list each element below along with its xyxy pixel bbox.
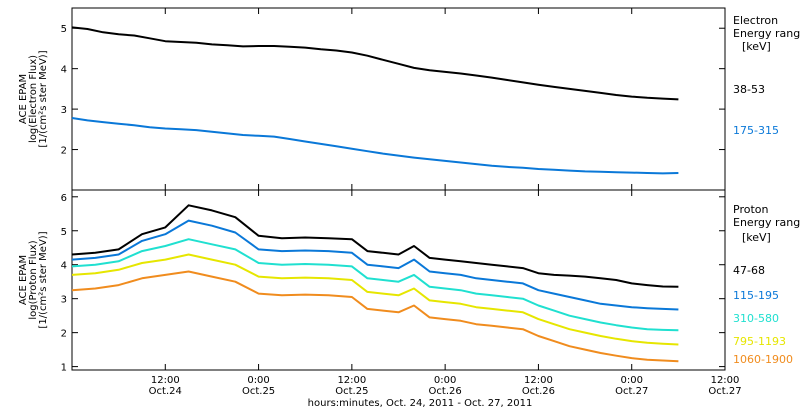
proton-series-line [71,270,679,363]
proton-legend-title: Proton [733,203,768,216]
xtick-label-date: Oct.25 [335,386,368,397]
xtick-label-time: 12:00 [337,375,366,386]
proton-ytick-label: 5 [61,227,67,238]
proton-series-line [71,238,679,332]
proton-ytick-label: 6 [61,193,67,204]
xtick-label-time: 12:00 [711,375,740,386]
electron-legend-title: Electron [733,14,778,27]
xtick-label-time: 12:00 [524,375,553,386]
proton-ytick-label: 4 [61,261,67,272]
proton-series-line [71,204,679,288]
electron-ytick-label: 4 [61,65,67,76]
xtick-label-date: Oct.24 [149,386,182,397]
proton-ylabel: ACE EPAM [18,255,29,305]
electron-ytick-label: 3 [61,105,67,116]
electron-legend-subtitle: Energy ranges [733,27,800,40]
proton-series-line [71,253,679,346]
proton-legend-units: [keV] [742,231,771,244]
xtick-label-time: 12:00 [151,375,180,386]
electron-ylabel: ACE EPAM [18,74,29,124]
proton-ytick-label: 2 [61,329,67,340]
xtick-label-date: Oct.27 [615,386,648,397]
electron-ylabel: [1/(cm²s ster MeV)] [38,50,49,147]
xtick-label-date: Oct.26 [522,386,555,397]
electron-series-line [71,26,679,101]
proton-legend-entry: 310-580 [733,312,779,325]
proton-ytick-label: 3 [61,295,67,306]
proton-ylabel: [1/(cm²s ster MeV)] [38,231,49,328]
xtick-label-date: Oct.26 [429,386,462,397]
x-axis-label: hours:minutes, Oct. 24, 2011 - Oct. 27, … [308,398,533,409]
xtick-label-time: 0:00 [620,375,642,386]
electron-legend-units: [keV] [742,40,771,53]
electron-ytick-label: 2 [61,146,67,157]
proton-ylabel: log(Proton Flux) [28,240,39,319]
xtick-label-time: 0:00 [247,375,269,386]
proton-legend-entry: 1060-1900 [733,353,793,366]
electron-frame [71,7,726,191]
electron-legend-entry: 38-53 [733,83,765,96]
electron-legend-entry: 175-315 [733,124,779,137]
electron-ylabel: log(Electron Flux) [28,55,39,143]
electron-series-line [71,117,679,175]
proton-legend-entry: 47-68 [733,264,765,277]
xtick-label-time: 0:00 [434,375,456,386]
proton-legend-entry: 115-195 [733,289,779,302]
proton-legend-entry: 795-1193 [733,335,786,348]
proton-legend-subtitle: Energy ranges [733,216,800,229]
xtick-label-date: Oct.27 [708,386,741,397]
xtick-label-date: Oct.25 [242,386,275,397]
proton-ytick-label: 1 [61,363,67,374]
proton-frame [71,189,726,371]
electron-ytick-label: 5 [61,24,67,35]
proton-series-line [71,219,679,311]
